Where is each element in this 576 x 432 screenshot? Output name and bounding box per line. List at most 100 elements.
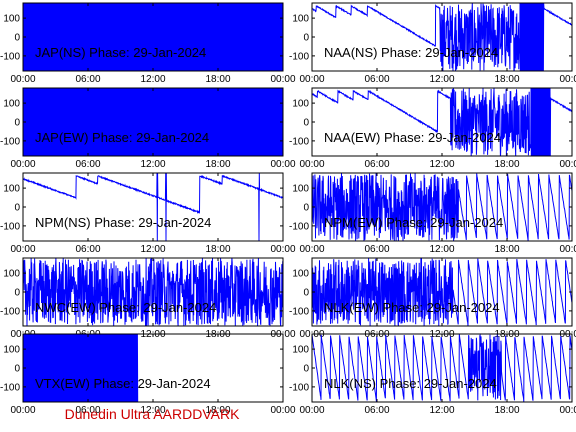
y-tick-label: 0 [303,118,309,129]
panel-title: JAP(EW) Phase: 29-Jan-2024 [35,130,209,145]
phase-trace [311,87,573,156]
y-tick-label: 0 [303,288,309,299]
phase-panel-3: 100 0 -100 00:00 06:00 12:00 18:00 00:00 JAP(EW)… [0,87,296,170]
phase-trace [311,333,573,402]
y-tick-label: -100 [0,306,20,317]
y-tick-label: 0 [303,203,309,214]
phase-trace [311,172,573,241]
x-tick-label: 12:00 [140,159,165,170]
x-tick-label: 18:00 [205,244,230,255]
y-tick-label: 0 [14,203,20,214]
panel-title: JAP(NS) Phase: 29-Jan-2024 [35,45,206,60]
y-tick-label: 0 [303,33,309,44]
x-tick-label: 12:00 [429,159,454,170]
y-tick-label: 100 [3,345,20,356]
y-tick-label: -100 [0,51,20,62]
x-tick-label: 00:00 [10,244,35,255]
x-tick-label: 12:00 [429,74,454,85]
y-tick-label: 100 [3,14,20,25]
phase-panel-1: 100 0 -100 00:00 06:00 12:00 18:00 00:00 JAP(NS)… [0,2,296,85]
phase-trace [311,258,573,326]
x-tick-label: 00:00 [270,159,295,170]
phase-panel-6: 100 0 -100 00:00 06:00 12:00 18:00 00:00 NPM(EW)… [289,172,576,255]
panel-title: NAA(NS) Phase: 29-Jan-2024 [324,45,498,60]
phase-panel-2: 100 0 -100 00:00 06:00 12:00 18:00 00:00 NAA(NS)… [289,2,576,85]
panel-title: NWC(EW) Phase: 29-Jan-2024 [35,300,216,315]
phase-panel-5: 100 0 -100 00:00 06:00 12:00 18:00 00:00 NPM(NS)… [0,172,296,255]
panel-title: NPM(NS) Phase: 29-Jan-2024 [35,215,211,230]
y-tick-label: -100 [289,51,309,62]
y-tick-label: -100 [0,136,20,147]
y-tick-label: 0 [303,364,309,375]
phase-trace [22,173,284,241]
x-tick-label: 06:00 [364,74,389,85]
x-tick-label: 18:00 [205,74,230,85]
x-tick-label: 18:00 [494,405,519,416]
y-tick-label: 0 [14,33,20,44]
x-tick-label: 12:00 [140,74,165,85]
x-tick-label: 06:00 [75,405,100,416]
panel-title: NPM(EW) Phase: 29-Jan-2024 [324,215,503,230]
x-tick-label: 12:00 [429,244,454,255]
x-tick-label: 00:00 [270,405,295,416]
y-tick-label: 0 [14,288,20,299]
footer-caption: Dunedin Ultra AARDDVARK [65,406,240,422]
panel-title: NLK(EW) Phase: 29-Jan-2024 [324,300,500,315]
y-tick-label: 100 [292,99,309,110]
x-tick-label: 06:00 [75,244,100,255]
y-tick-label: 100 [3,99,20,110]
x-tick-label: 00:00 [10,74,35,85]
x-tick-label: 18:00 [494,244,519,255]
x-tick-label: 00:00 [559,405,576,416]
x-tick-label: 06:00 [364,244,389,255]
x-tick-label: 18:00 [205,159,230,170]
x-tick-label: 00:00 [559,74,576,85]
panel-title: NAA(EW) Phase: 29-Jan-2024 [324,130,501,145]
x-tick-label: 12:00 [429,405,454,416]
phase-trace [22,334,139,402]
panel-title: VTX(EW) Phase: 29-Jan-2024 [35,376,211,391]
y-tick-label: -100 [0,382,20,393]
phase-panel-10: 100 0 -100 00:00 06:00 12:00 18:00 00:00 NLK(NS)… [289,333,576,416]
x-tick-label: 00:00 [10,405,35,416]
x-tick-label: 06:00 [364,159,389,170]
y-tick-label: 0 [14,118,20,129]
y-tick-label: 0 [14,364,20,375]
x-tick-label: 00:00 [299,74,324,85]
x-tick-label: 18:00 [494,159,519,170]
x-tick-label: 00:00 [270,244,295,255]
y-tick-label: 100 [292,345,309,356]
y-tick-label: -100 [289,382,309,393]
y-tick-label: 100 [292,14,309,25]
phase-panel-9: 100 0 -100 00:00 06:00 12:00 18:00 00:00 VTX(EW)… [0,333,296,416]
phase-panel-4: 100 0 -100 00:00 06:00 12:00 18:00 00:00 NAA(EW)… [289,87,576,170]
y-tick-label: 100 [3,269,20,280]
phase-trace [22,257,284,326]
x-tick-label: 00:00 [559,159,576,170]
y-tick-label: -100 [0,221,20,232]
phase-panel-8: 1000-10000:0006:0012:0018:0000:00NLK(EW)… [289,257,576,340]
y-tick-label: -100 [289,221,309,232]
phase-trace [311,3,573,72]
y-tick-label: 100 [3,184,20,195]
x-tick-label: 00:00 [299,159,324,170]
x-tick-label: 18:00 [205,405,230,416]
panel-title: NLK(NS) Phase: 29-Jan-2024 [324,376,497,391]
x-tick-label: 12:00 [140,244,165,255]
x-tick-label: 12:00 [140,405,165,416]
y-tick-label: 100 [292,269,309,280]
x-tick-label: 00:00 [299,244,324,255]
phase-trace [22,3,284,71]
x-tick-label: 06:00 [75,74,100,85]
x-tick-label: 00:00 [559,244,576,255]
x-tick-label: 00:00 [299,405,324,416]
x-tick-label: 00:00 [10,159,35,170]
x-tick-label: 06:00 [75,159,100,170]
y-tick-label: 100 [292,184,309,195]
y-tick-label: -100 [289,306,309,317]
x-tick-label: 00:00 [270,74,295,85]
phase-trace [22,88,284,156]
x-tick-label: 18:00 [494,74,519,85]
